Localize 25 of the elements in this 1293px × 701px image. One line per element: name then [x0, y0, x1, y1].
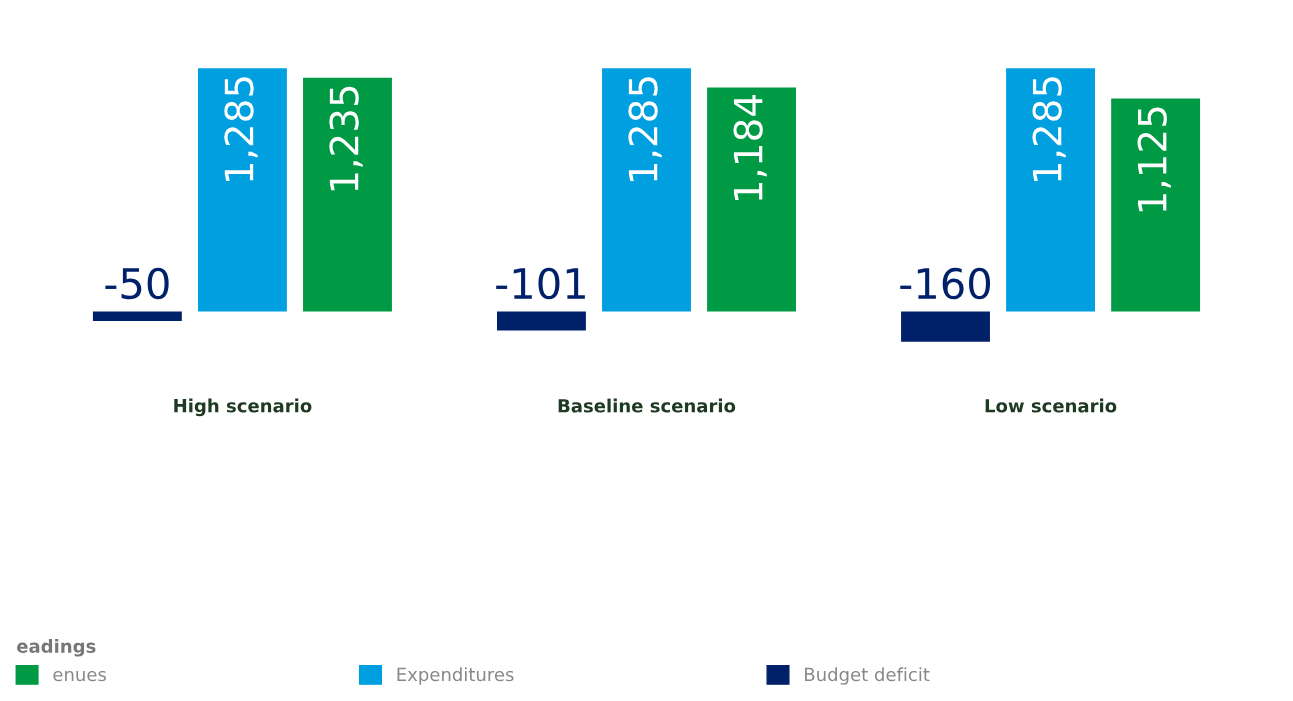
legend-title: eadings — [17, 639, 96, 657]
legend-label: enues — [53, 670, 106, 682]
bar — [1006, 68, 1096, 312]
legend-label: Budget deficit — [805, 667, 930, 685]
bar — [1111, 98, 1201, 312]
x-tick-label: Low scenario — [985, 398, 1117, 413]
bar — [197, 68, 287, 312]
bar — [92, 311, 182, 321]
data-label: -101 — [496, 267, 585, 300]
data-label: 1,235 — [329, 86, 363, 191]
x-tick-label: High scenario — [174, 398, 312, 417]
bar — [303, 77, 392, 312]
bar — [602, 68, 691, 312]
data-label: 1,285 — [224, 77, 258, 181]
bar — [901, 311, 990, 342]
bar — [707, 87, 796, 312]
data-label: 1,184 — [733, 95, 767, 200]
x-tick-label: Baseline scenario — [558, 398, 736, 413]
data-label: 1,125 — [1137, 107, 1171, 212]
data-label: 1,285 — [628, 77, 662, 181]
bar — [497, 311, 586, 331]
data-label: -160 — [900, 267, 991, 300]
legend-label: Expenditures — [397, 667, 514, 685]
data-label: 1,285 — [1032, 77, 1066, 181]
data-label: -50 — [105, 267, 169, 300]
